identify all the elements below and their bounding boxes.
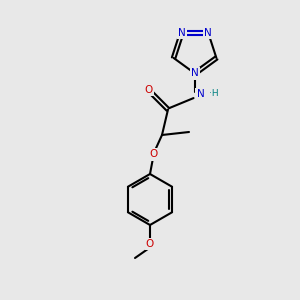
Text: O: O <box>144 85 153 95</box>
Text: O: O <box>146 238 154 249</box>
Text: N: N <box>191 68 199 79</box>
Text: ·H: ·H <box>208 88 218 98</box>
Text: O: O <box>149 149 157 160</box>
Text: N: N <box>196 89 204 100</box>
Text: N: N <box>204 28 212 38</box>
Text: N: N <box>178 28 186 38</box>
